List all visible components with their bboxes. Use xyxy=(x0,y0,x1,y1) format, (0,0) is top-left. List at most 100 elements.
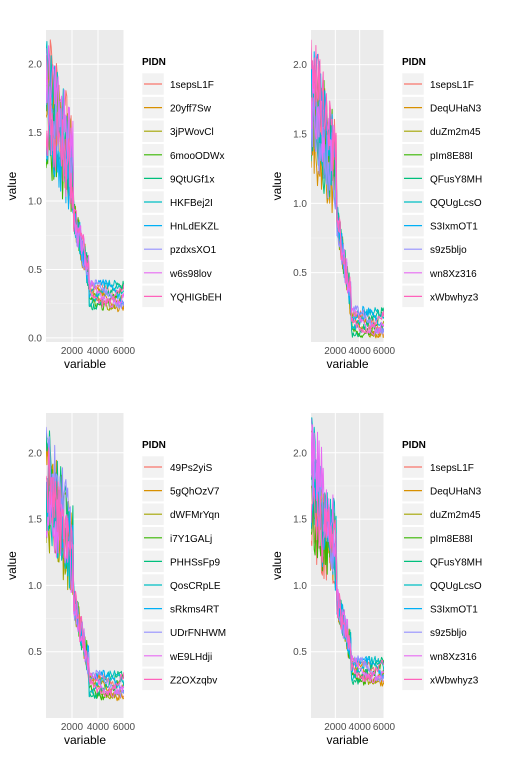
legend-label: s9z5bljo xyxy=(430,245,467,256)
legend-label: sRkms4RT xyxy=(170,605,219,616)
legend-label: w6s98lov xyxy=(169,269,212,280)
x-tick-label: 6000 xyxy=(373,346,396,357)
legend-label: pIm8E88I xyxy=(430,151,473,162)
legend-label: 20yff7Sw xyxy=(170,104,212,115)
y-axis-title: value xyxy=(270,551,284,580)
legend-label: duZm2m45 xyxy=(430,127,481,138)
y-tick-label: 1.5 xyxy=(28,515,42,526)
y-tick-label: 1.5 xyxy=(28,128,42,139)
legend-label: wE9LHdji xyxy=(169,652,212,663)
x-tick-label: 2000 xyxy=(324,722,347,733)
series-group xyxy=(311,39,384,339)
legend-label: duZm2m45 xyxy=(430,510,481,521)
legend-label: dWFMrYqn xyxy=(170,510,220,521)
legend-title: PIDN xyxy=(142,440,166,451)
legend-label: DeqUHaN3 xyxy=(430,487,482,498)
legend-label: S3IxmOT1 xyxy=(430,222,478,233)
series-group xyxy=(311,417,384,687)
legend-label: QosCRpLE xyxy=(170,581,221,592)
legend-label: pIm8E88I xyxy=(430,534,473,545)
chart-panel-bottom-right: 0.5 1.0 1.5 2.0 2000 4000 6000 variable value PID… xyxy=(258,383,516,766)
y-tick-label: 0.5 xyxy=(293,268,307,279)
legend-label: YQHIGbEH xyxy=(170,292,222,303)
x-tick-label: 4000 xyxy=(87,346,110,357)
x-axis-title: variable xyxy=(326,733,368,747)
x-tick-label: 4000 xyxy=(349,722,372,733)
legend-label: xWbwhyz3 xyxy=(430,292,479,303)
legend-label: 1sepsL1F xyxy=(430,463,474,474)
plot-background xyxy=(46,413,124,718)
series-line-wn8Xz316 xyxy=(311,418,384,684)
legend-label: DeqUHaN3 xyxy=(430,104,482,115)
x-axis-title: variable xyxy=(64,357,106,371)
series-line-xWbwhyz3 xyxy=(311,39,384,334)
legend-title: PIDN xyxy=(402,57,426,68)
legend-label: 6mooODWx xyxy=(170,151,224,162)
y-tick-label: 1.0 xyxy=(28,197,42,208)
y-axis-title: value xyxy=(270,171,284,200)
legend-label: QFusY8MH xyxy=(430,174,482,185)
chart-panel-top-left: 0.0 0.5 1.0 1.5 2.0 2000 4000 6000 variable value… xyxy=(0,0,258,383)
series-line-Z2OXzqbv xyxy=(46,447,124,698)
y-tick-label: 1.0 xyxy=(28,581,42,592)
line-chart-bottom-left: 0.5 1.0 1.5 2.0 2000 4000 6000 variable value PID… xyxy=(5,413,226,747)
series-line-xWbwhyz3 xyxy=(311,487,384,683)
y-tick-label: 2.0 xyxy=(28,60,42,71)
y-tick-label: 0.0 xyxy=(28,333,42,344)
x-tick-label: 6000 xyxy=(373,722,396,733)
y-tick-label: 1.5 xyxy=(293,515,307,526)
legend-label: HKFBej2I xyxy=(170,198,213,209)
legend-label: pzdxsXO1 xyxy=(170,245,217,256)
legend-label: 49Ps2yiS xyxy=(170,463,213,474)
legend-label: s9z5bljo xyxy=(430,628,467,639)
series-group xyxy=(46,426,124,702)
legend-label: wn8Xz316 xyxy=(429,652,477,663)
x-tick-label: 2000 xyxy=(324,346,347,357)
y-axis-title: value xyxy=(5,551,19,580)
y-tick-label: 2.0 xyxy=(28,448,42,459)
legend-label: i7Y1GALj xyxy=(170,534,212,545)
series-line-20yff7Sw xyxy=(46,87,124,313)
x-tick-label: 6000 xyxy=(113,722,136,733)
x-axis-title: variable xyxy=(64,733,106,747)
y-tick-label: 2.0 xyxy=(293,60,307,71)
y-tick-label: 1.0 xyxy=(293,581,307,592)
y-tick-label: 0.5 xyxy=(28,265,42,276)
x-axis-title: variable xyxy=(326,357,368,371)
chart-panel-top-right: 0.5 1.0 1.5 2.0 2000 4000 6000 variable value PID… xyxy=(258,0,516,383)
line-chart-top-right: 0.5 1.0 1.5 2.0 2000 4000 6000 variable value PID… xyxy=(270,30,482,371)
legend-label: PHHSsFp9 xyxy=(170,557,220,568)
y-tick-label: 2.0 xyxy=(293,448,307,459)
legend-label: 3jPWovCl xyxy=(170,127,214,138)
legend-label: S3IxmOT1 xyxy=(430,605,478,616)
legend-label: QFusY8MH xyxy=(430,557,482,568)
series-group xyxy=(46,39,124,313)
y-tick-label: 1.0 xyxy=(293,199,307,210)
y-axis-title: value xyxy=(5,171,19,200)
x-tick-label: 2000 xyxy=(61,346,84,357)
y-tick-label: 0.5 xyxy=(293,647,307,658)
legend-title: PIDN xyxy=(402,440,426,451)
x-tick-label: 4000 xyxy=(87,722,110,733)
legend-label: 1sepsL1F xyxy=(170,80,214,91)
series-line-YQHIGbEH xyxy=(46,97,124,308)
line-chart-bottom-right: 0.5 1.0 1.5 2.0 2000 4000 6000 variable value PID… xyxy=(270,413,482,747)
legend-label: UDrFNHWM xyxy=(170,628,226,639)
chart-panel-bottom-left: 0.5 1.0 1.5 2.0 2000 4000 6000 variable value PID… xyxy=(0,383,258,766)
legend-label: QQUgLcsO xyxy=(430,198,482,209)
y-tick-label: 0.5 xyxy=(28,647,42,658)
legend-label: Z2OXzqbv xyxy=(170,675,217,686)
series-line-wn8Xz316 xyxy=(311,65,384,336)
legend-label: 9QtUGf1x xyxy=(170,174,214,185)
x-tick-label: 2000 xyxy=(61,722,84,733)
legend-label: 5gQhOzV7 xyxy=(170,487,220,498)
legend-label: xWbwhyz3 xyxy=(430,675,479,686)
legend-label: QQUgLcsO xyxy=(430,581,482,592)
legend-title: PIDN xyxy=(142,57,166,68)
legend-label: 1sepsL1F xyxy=(430,80,474,91)
legend-label: wn8Xz316 xyxy=(429,269,477,280)
line-chart-top-left: 0.0 0.5 1.0 1.5 2.0 2000 4000 6000 variable value… xyxy=(5,30,224,371)
y-tick-label: 1.5 xyxy=(293,130,307,141)
x-tick-label: 6000 xyxy=(113,346,136,357)
legend-label: HnLdEKZL xyxy=(170,222,219,233)
